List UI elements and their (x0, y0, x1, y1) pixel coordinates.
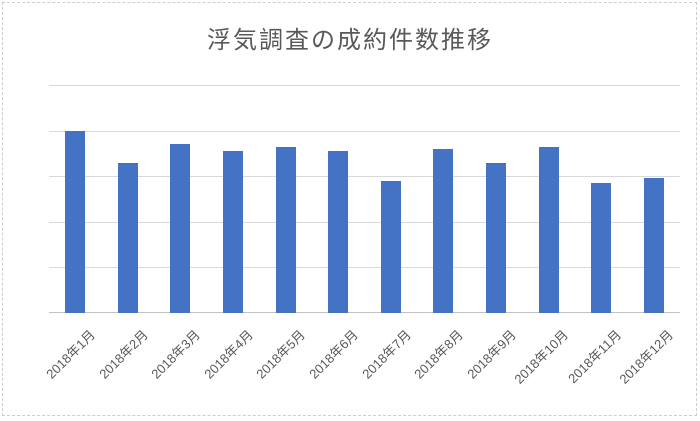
bar-4 (223, 151, 244, 313)
x-axis-label: 2018年11月 (564, 327, 624, 387)
x-axis-label: 2018年2月 (96, 327, 151, 382)
x-axis-label: 2018年6月 (306, 327, 361, 382)
bar-1 (65, 130, 86, 313)
bar-12 (643, 178, 664, 313)
x-axis-label: 2018年12月 (616, 327, 677, 387)
x-axis-label: 2018年4月 (201, 327, 256, 382)
gridline (49, 221, 680, 223)
x-axis-line (49, 312, 680, 313)
bar-10 (538, 146, 559, 313)
gridline (49, 85, 680, 86)
bar-5 (275, 146, 296, 313)
x-axis-label: 2018年5月 (253, 327, 309, 382)
gridline (49, 267, 680, 269)
x-axis-label: 2018年1月 (43, 327, 99, 382)
x-axis-label: 2018年3月 (148, 327, 204, 382)
bar-2 (117, 162, 138, 313)
bar-9 (485, 162, 506, 313)
bar-7 (380, 180, 401, 313)
bar-11 (591, 183, 612, 313)
gridline (49, 130, 680, 132)
x-axis-label: 2018年10月 (511, 327, 572, 387)
x-axis-label: 2018年7月 (358, 327, 414, 382)
plot-area (49, 85, 680, 313)
x-axis-label: 2018年8月 (411, 327, 467, 382)
bar-3 (170, 144, 191, 313)
gridline (49, 176, 680, 178)
chart-title: 浮気調査の成約件数推移 (207, 27, 493, 54)
bar-8 (433, 148, 454, 313)
bar-6 (328, 151, 349, 313)
x-axis-labels: 2018年1月 2018年2月 2018年3月 2018年4月 2018年5月 2018年… (0, 318, 700, 416)
